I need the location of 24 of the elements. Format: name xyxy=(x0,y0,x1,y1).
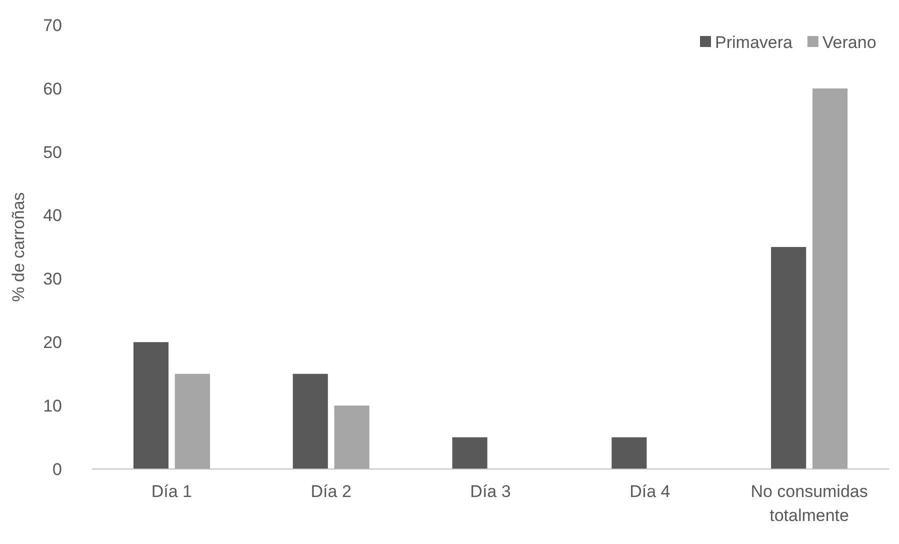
bar xyxy=(812,88,848,469)
bar xyxy=(771,247,806,469)
y-tick-label: 40 xyxy=(43,206,62,226)
bar xyxy=(174,374,210,469)
x-tick-label: Día 3 xyxy=(470,482,511,501)
bar xyxy=(452,437,488,469)
x-tick-label: No consumidas totalmente xyxy=(750,482,868,525)
x-tick-label: Día 1 xyxy=(151,482,192,501)
bar xyxy=(612,437,647,469)
y-tick-label: 50 xyxy=(43,142,62,162)
y-tick-label: 70 xyxy=(43,16,62,35)
x-tick-label: Día 2 xyxy=(310,482,352,501)
legend-label: Verano xyxy=(822,32,876,52)
y-axis-title: % de carroñas xyxy=(9,192,28,302)
y-tick-label: 20 xyxy=(43,333,62,352)
y-tick-label: 60 xyxy=(43,79,62,98)
y-tick-label: 0 xyxy=(52,460,62,479)
y-tick-label: 30 xyxy=(43,270,62,289)
legend-label: Primavera xyxy=(715,32,794,52)
y-tick-label: 10 xyxy=(43,396,62,416)
x-tick-label: Día 4 xyxy=(630,482,670,501)
bar xyxy=(133,342,169,469)
bar xyxy=(292,374,328,469)
bar xyxy=(334,406,370,469)
